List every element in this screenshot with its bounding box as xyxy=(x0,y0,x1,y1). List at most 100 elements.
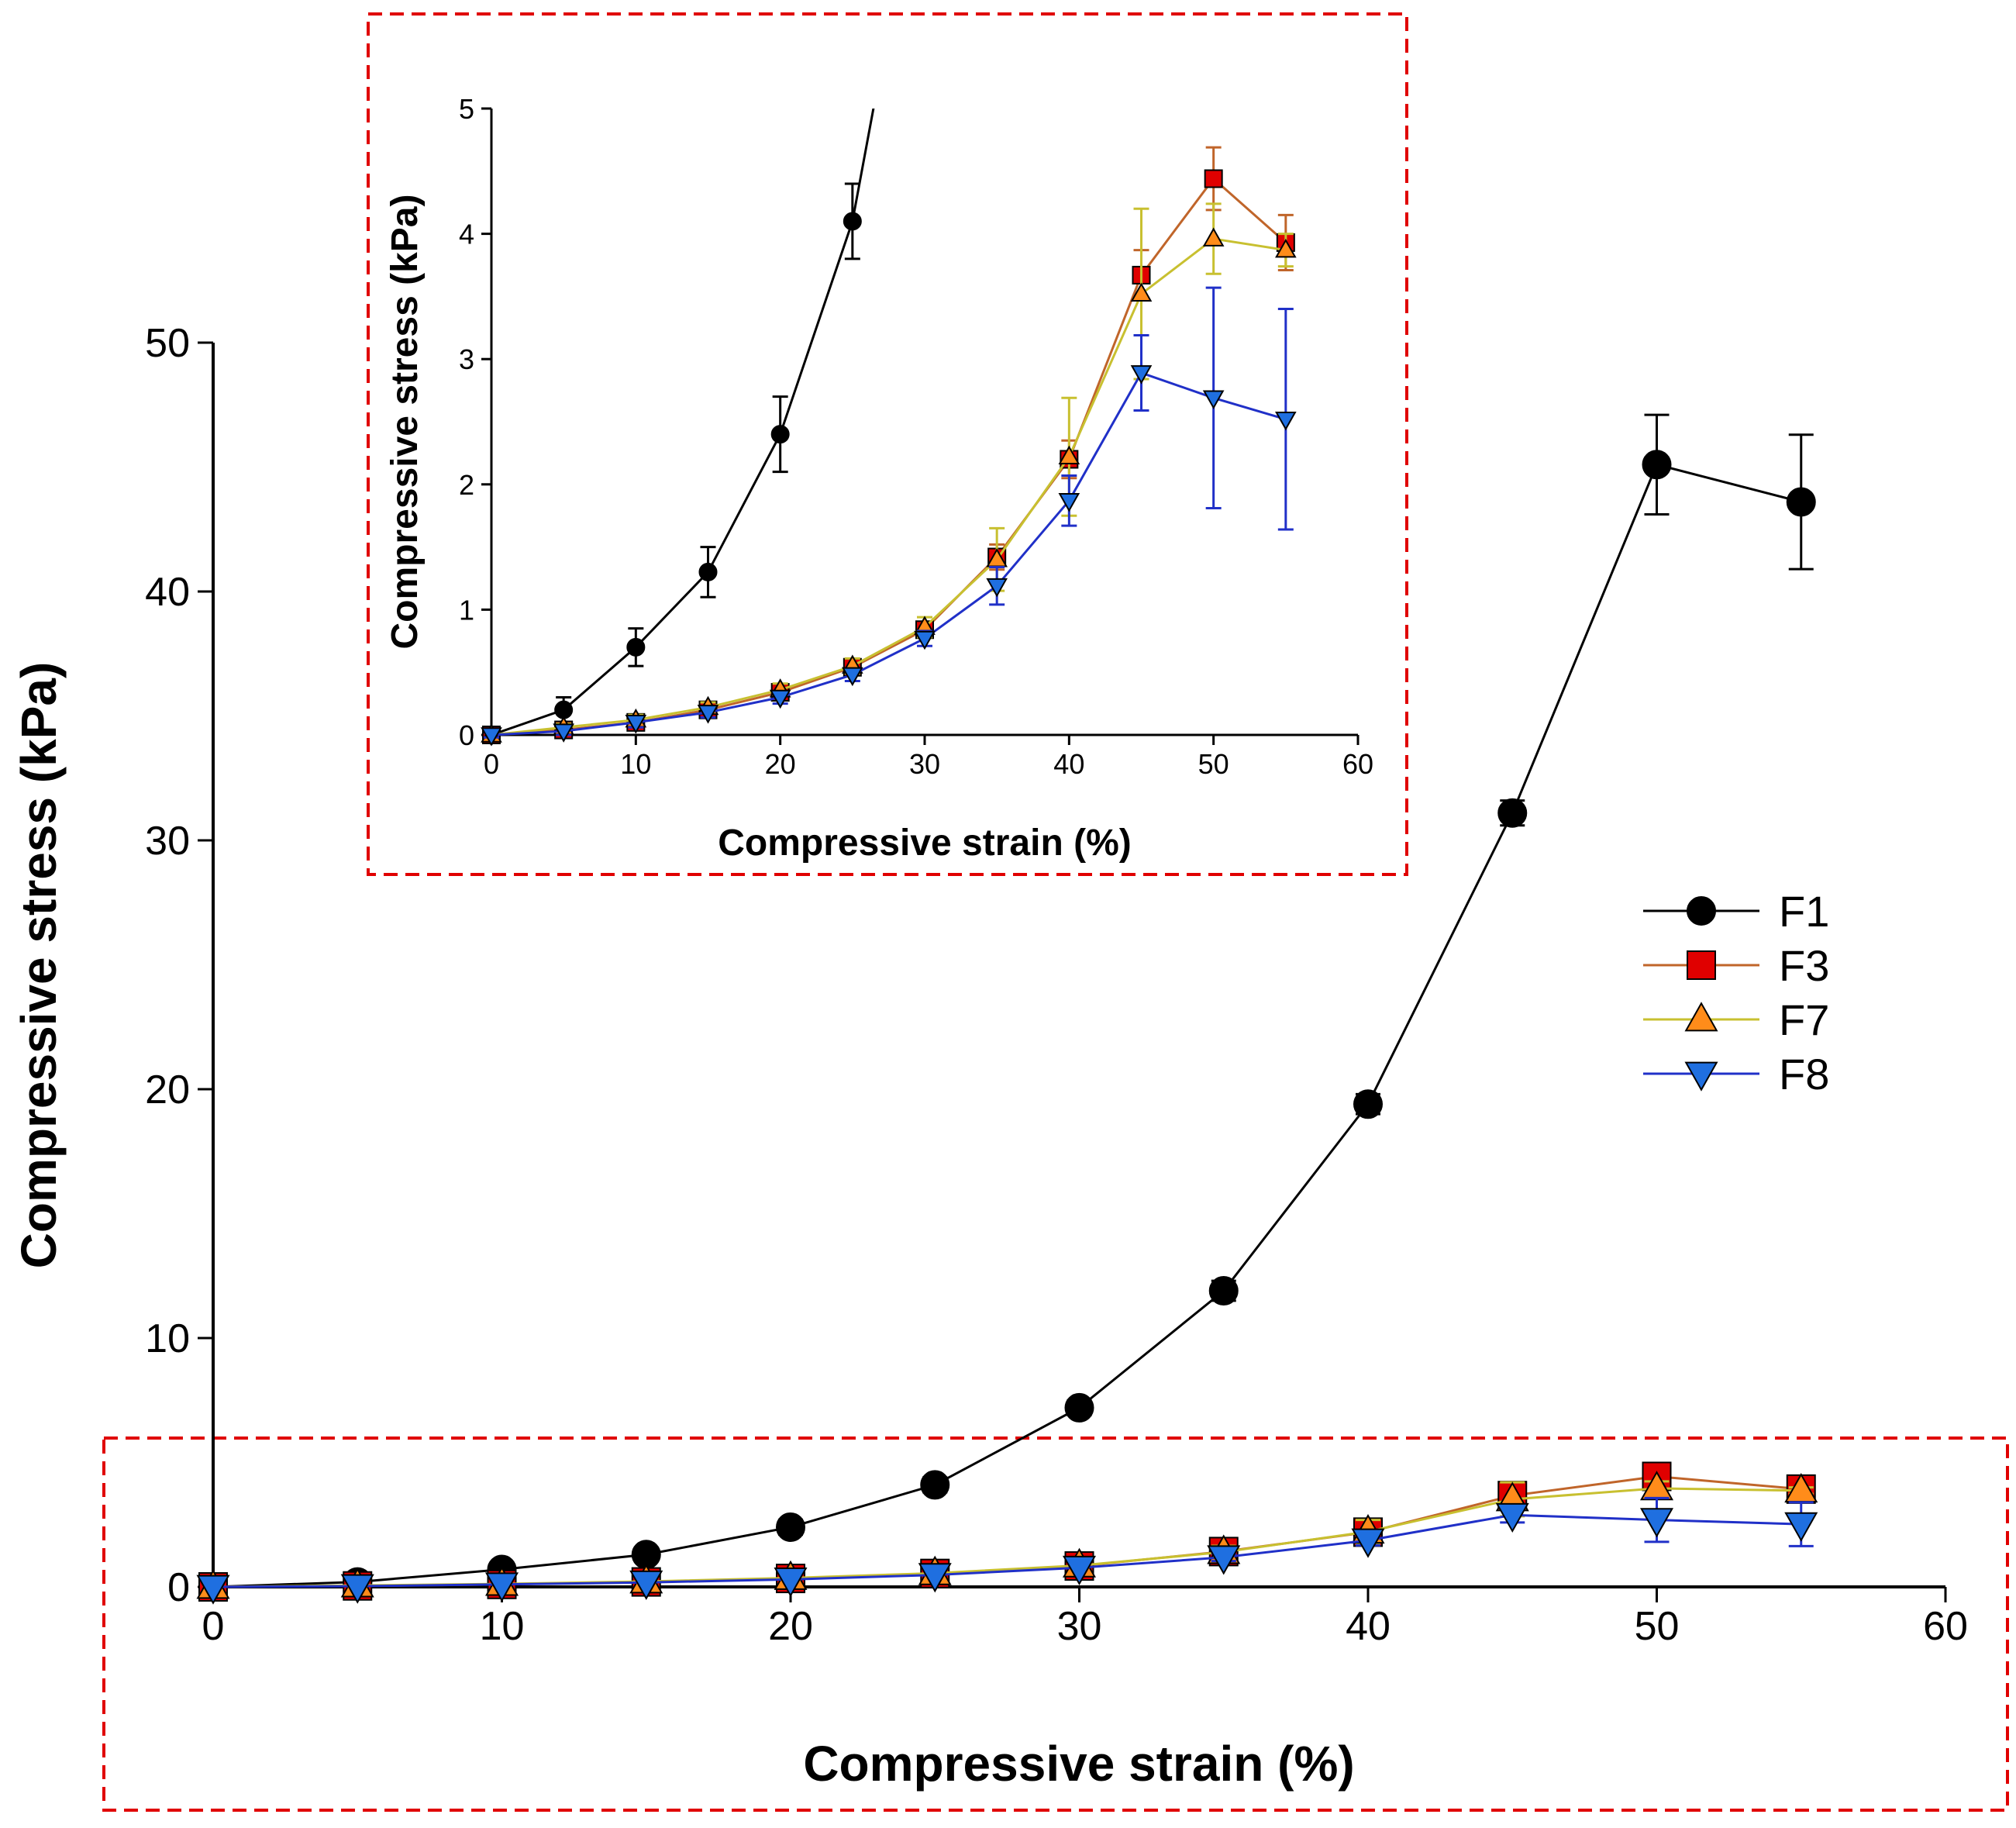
inset-series-f7 xyxy=(481,202,1297,743)
inset-y-tick-label: 1 xyxy=(459,594,474,626)
main-x-tick-label: 40 xyxy=(1346,1604,1391,1649)
series-line xyxy=(212,463,1802,1588)
legend-marker xyxy=(1684,1002,1718,1032)
main-y-tick-label: 20 xyxy=(145,1067,190,1112)
data-point xyxy=(1275,411,1297,431)
series-line xyxy=(491,371,1287,736)
inset-y-axis-label: Compressive stress (kPa) xyxy=(384,195,426,650)
inset-series-f1 xyxy=(482,109,875,744)
inset-x-tick-label: 10 xyxy=(620,748,651,780)
inset-highlight-box xyxy=(367,12,1408,876)
main-series xyxy=(196,413,1818,1605)
inset-x-tick-label: 50 xyxy=(1198,748,1229,780)
data-point xyxy=(340,1574,374,1604)
data-point xyxy=(629,1570,663,1600)
main-y-tick-label: 10 xyxy=(145,1316,190,1361)
data-point xyxy=(484,1572,519,1602)
data-point xyxy=(1786,487,1816,517)
data-point xyxy=(1784,1512,1818,1542)
legend-marker xyxy=(1687,950,1716,980)
data-point xyxy=(1202,227,1225,247)
data-point xyxy=(698,562,718,581)
main-y-axis-label: Compressive stress (kPa) xyxy=(11,662,67,1269)
legend-label: F8 xyxy=(1779,1050,1829,1099)
inset-y-tick-label: 3 xyxy=(459,343,474,375)
inset-y-tick-label: 0 xyxy=(459,719,474,751)
main-x-axis-label: Compressive strain (%) xyxy=(803,1736,1354,1792)
inset-ticks: 0 10 20 30 40 50 60 0 1 2 3 4 5 xyxy=(459,93,1373,780)
inset-series xyxy=(481,109,1297,747)
inset-x-tick-label: 60 xyxy=(1342,748,1373,780)
legend-marker xyxy=(1684,1061,1718,1092)
data-point xyxy=(481,727,502,747)
main-y-tick-label: 30 xyxy=(145,819,190,864)
main-series-f7 xyxy=(196,1471,1818,1599)
data-point xyxy=(774,1567,808,1598)
zoom-region-highlight-box xyxy=(102,1437,2009,1812)
data-point xyxy=(196,1574,230,1605)
legend-entry-f1: F1 xyxy=(1643,887,1829,936)
data-point xyxy=(843,212,862,231)
data-point xyxy=(914,630,936,650)
main-x-tick-label: 20 xyxy=(768,1604,813,1649)
main-x-tick-label: 50 xyxy=(1635,1604,1680,1649)
main-series-f3 xyxy=(198,1461,1816,1602)
data-point xyxy=(1639,1508,1674,1538)
data-point xyxy=(1058,445,1080,465)
data-point xyxy=(1497,798,1528,828)
main-plot-area xyxy=(196,413,1818,1605)
data-point xyxy=(1204,169,1223,188)
data-point xyxy=(1130,282,1153,302)
data-point xyxy=(625,715,647,734)
data-point xyxy=(776,1512,805,1542)
data-point xyxy=(1064,1392,1094,1423)
data-point xyxy=(1202,390,1225,409)
legend-label: F1 xyxy=(1779,887,1829,936)
legend-entry-f3: F3 xyxy=(1643,941,1829,990)
series-line xyxy=(491,109,875,736)
data-point xyxy=(1208,1276,1239,1306)
main-y-tick-label: 40 xyxy=(145,570,190,615)
data-point xyxy=(626,637,646,657)
data-point xyxy=(986,578,1008,598)
data-point xyxy=(1207,1545,1241,1575)
legend-marker xyxy=(1687,896,1716,926)
data-point xyxy=(1058,493,1080,512)
inset-y-tick-label: 2 xyxy=(459,469,474,501)
data-point xyxy=(1351,1528,1385,1558)
main-x-tick-label: 30 xyxy=(1057,1604,1102,1649)
inset-series-f8 xyxy=(481,286,1297,747)
data-point xyxy=(1130,365,1153,385)
data-point xyxy=(918,1563,952,1593)
data-point xyxy=(1642,450,1672,480)
data-point xyxy=(1495,1502,1529,1533)
legend-entry-f8: F8 xyxy=(1643,1050,1829,1099)
series-line xyxy=(212,1513,1801,1588)
data-point xyxy=(770,425,790,444)
inset-series-f3 xyxy=(482,146,1295,744)
inset-x-tick-label: 30 xyxy=(909,748,940,780)
legend-entry-f7: F7 xyxy=(1643,995,1829,1044)
legend-label: F3 xyxy=(1779,941,1829,990)
data-point xyxy=(920,1470,950,1500)
series-line xyxy=(491,237,1287,736)
inset-x-tick-label: 0 xyxy=(484,748,499,780)
data-point xyxy=(842,667,863,687)
inset-y-tick-label: 4 xyxy=(459,219,474,250)
main-y-tick-label: 50 xyxy=(145,321,190,366)
main-x-tick-label: 60 xyxy=(1923,1604,1968,1649)
data-point xyxy=(1062,1555,1097,1586)
series-line xyxy=(491,177,1287,736)
inset-plot-area xyxy=(481,109,1297,747)
legend-label: F7 xyxy=(1779,995,1829,1044)
data-point xyxy=(1353,1089,1383,1119)
data-point xyxy=(769,689,791,709)
data-point xyxy=(553,723,574,743)
main-x-tick-label: 0 xyxy=(202,1604,225,1649)
data-point xyxy=(1275,238,1297,258)
legend: F1 F3 F7 F8 xyxy=(1643,887,1829,1099)
inset-x-tick-label: 40 xyxy=(1053,748,1084,780)
main-y-tick-label: 0 xyxy=(167,1565,190,1610)
